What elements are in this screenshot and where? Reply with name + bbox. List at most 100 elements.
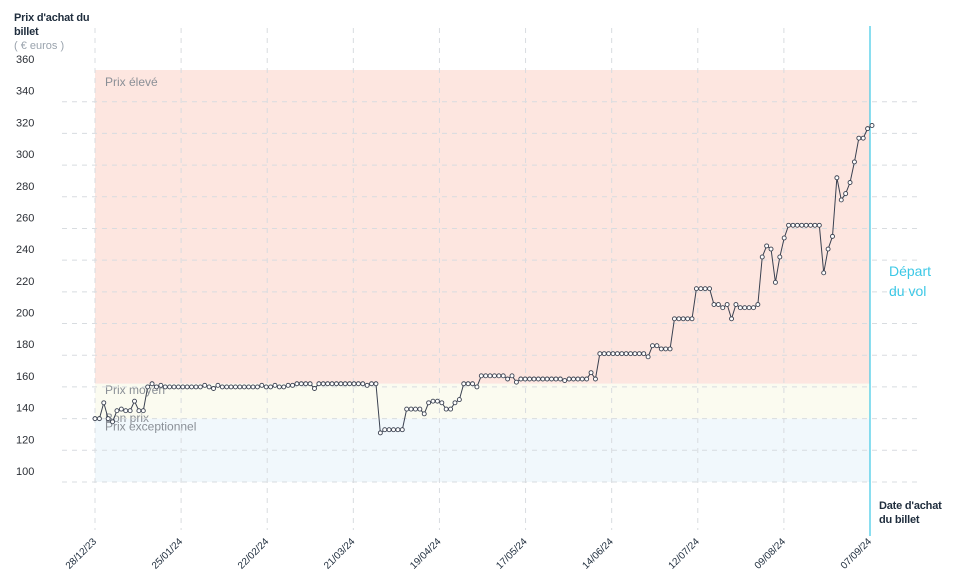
data-point-65 xyxy=(377,430,383,436)
data-point-13 xyxy=(149,381,155,387)
data-point-156 xyxy=(777,254,783,260)
data-point-71 xyxy=(404,406,410,412)
data-point-83 xyxy=(456,397,462,403)
data-point-0 xyxy=(92,416,98,422)
data-point-148 xyxy=(742,305,748,311)
data-point-20 xyxy=(180,384,186,390)
data-point-126 xyxy=(645,354,651,360)
data-point-89 xyxy=(483,373,489,379)
x-tick-label-3: 21/03/24 xyxy=(322,536,358,572)
data-point-106 xyxy=(557,376,563,382)
data-point-146 xyxy=(733,302,739,307)
data-point-131 xyxy=(667,346,673,352)
data-point-165 xyxy=(816,222,822,228)
data-point-176 xyxy=(865,126,871,132)
y-axis-ticks: 100 120 140 160 180 200 220 240 260 280 300 320 340 3… xyxy=(16,54,34,478)
x-tick-label-7: 12/07/24 xyxy=(667,536,703,572)
data-point-27 xyxy=(211,386,216,391)
data-point-173 xyxy=(851,159,857,165)
data-point-68 xyxy=(391,427,396,433)
data-point-17 xyxy=(167,384,173,390)
data-point-114 xyxy=(592,376,598,382)
data-point-147 xyxy=(737,305,743,311)
data-point-52 xyxy=(320,381,326,387)
data-point-43 xyxy=(281,384,287,390)
data-point-164 xyxy=(812,222,818,228)
data-point-29 xyxy=(219,384,225,390)
data-point-92 xyxy=(496,373,502,379)
data-point-14 xyxy=(154,384,159,390)
data-point-174 xyxy=(856,135,862,141)
data-point-110 xyxy=(575,376,581,382)
data-point-40 xyxy=(268,384,274,390)
x-tick-label-0: 28/12/23 xyxy=(64,536,100,572)
data-point-132 xyxy=(672,316,677,322)
data-point-87 xyxy=(474,384,480,390)
data-point-138 xyxy=(698,286,704,292)
data-point-121 xyxy=(623,351,629,357)
data-point-122 xyxy=(628,351,634,357)
data-point-8 xyxy=(127,408,133,414)
data-point-25 xyxy=(202,382,208,388)
departure-label: Départ du vol xyxy=(889,261,931,301)
data-point-160 xyxy=(794,222,800,228)
band-1 xyxy=(95,383,870,406)
y-tick-label-11: 320 xyxy=(16,117,34,129)
data-point-134 xyxy=(680,316,686,322)
data-point-57 xyxy=(342,381,348,387)
data-point-161 xyxy=(799,222,805,228)
data-point-107 xyxy=(562,378,568,384)
y-tick-label-0: 100 xyxy=(16,466,34,478)
data-point-80 xyxy=(443,406,449,412)
data-point-56 xyxy=(338,381,344,387)
data-point-88 xyxy=(478,373,484,379)
data-point-143 xyxy=(720,305,726,311)
data-point-9 xyxy=(132,398,137,404)
data-point-155 xyxy=(772,279,778,285)
y-tick-label-9: 280 xyxy=(16,181,34,193)
data-point-35 xyxy=(246,384,252,390)
data-point-149 xyxy=(746,305,752,311)
data-point-167 xyxy=(825,246,831,252)
y-tick-label-5: 200 xyxy=(16,308,34,320)
data-point-22 xyxy=(189,384,195,390)
data-point-81 xyxy=(448,406,454,412)
data-point-168 xyxy=(830,233,835,239)
y-tick-label-4: 180 xyxy=(16,339,34,351)
data-point-1 xyxy=(96,416,102,422)
data-point-101 xyxy=(535,376,541,382)
data-point-5 xyxy=(114,408,120,414)
data-point-60 xyxy=(355,381,361,387)
data-point-7 xyxy=(123,408,129,414)
data-point-28 xyxy=(215,382,221,388)
data-point-41 xyxy=(272,382,278,388)
data-point-2 xyxy=(101,400,107,406)
data-point-50 xyxy=(312,386,317,391)
data-point-75 xyxy=(421,411,427,417)
data-point-141 xyxy=(711,302,717,307)
data-point-154 xyxy=(768,246,774,252)
data-point-47 xyxy=(298,381,304,387)
data-point-129 xyxy=(658,346,664,352)
data-point-108 xyxy=(566,376,572,382)
data-point-117 xyxy=(606,351,612,357)
data-point-93 xyxy=(500,373,506,379)
data-point-26 xyxy=(206,384,212,390)
x-tick-label-1: 25/01/24 xyxy=(150,536,186,572)
data-point-19 xyxy=(175,384,181,390)
data-point-124 xyxy=(636,351,642,357)
data-point-142 xyxy=(715,302,721,307)
data-point-133 xyxy=(676,316,682,322)
data-point-169 xyxy=(834,175,840,181)
data-point-12 xyxy=(145,384,151,390)
band-0 xyxy=(95,70,870,384)
data-point-112 xyxy=(584,376,590,382)
data-point-61 xyxy=(360,381,366,387)
x-axis-ticks: 28/12/23 25/01/24 22/02/24 21/03/24 19/04/24… xyxy=(64,536,875,572)
data-point-74 xyxy=(417,406,423,412)
data-point-166 xyxy=(821,270,827,276)
data-point-36 xyxy=(250,384,256,390)
band-2 xyxy=(95,405,870,419)
data-point-77 xyxy=(430,398,436,404)
data-point-145 xyxy=(729,316,734,322)
